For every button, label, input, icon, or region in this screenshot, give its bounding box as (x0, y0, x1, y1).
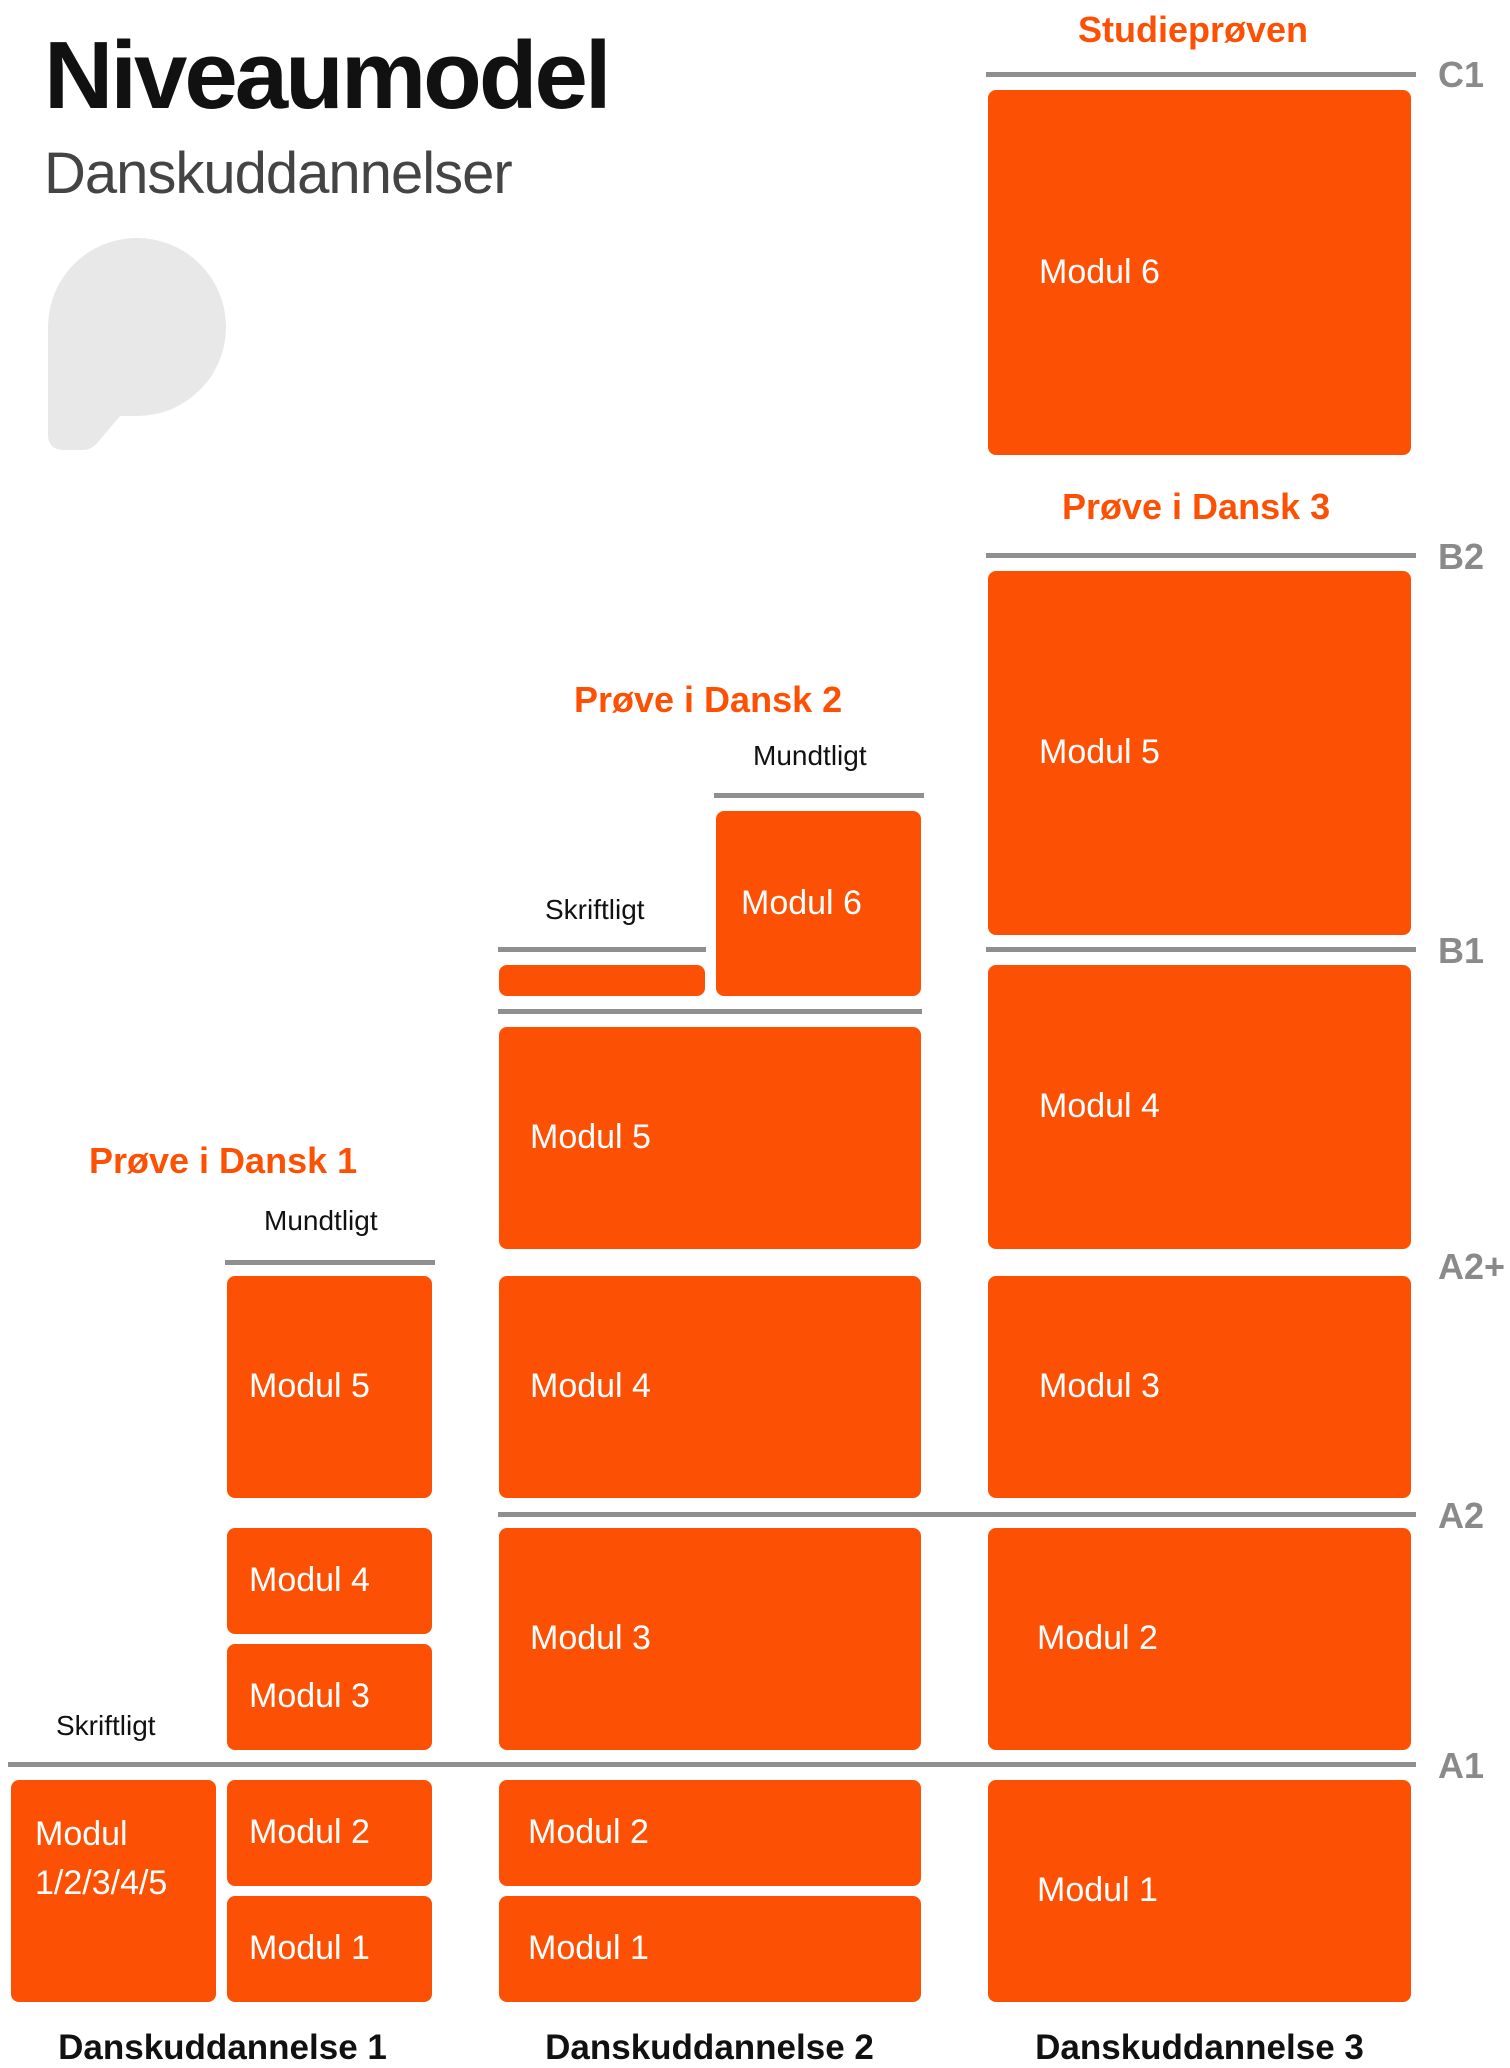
level-line-a2 (498, 1512, 1416, 1517)
du2-module-2: Modul 2 (499, 1780, 921, 1886)
du1-module-4-label: Modul 4 (249, 1561, 370, 1600)
level-label-a2plus: A2+ (1438, 1246, 1506, 1287)
level-line-b2 (986, 553, 1416, 558)
level-label-c1: C1 (1438, 54, 1485, 95)
level-label-b1: B1 (1438, 930, 1485, 971)
du2-module-6-label: Modul 6 (741, 883, 862, 922)
du1-module-1-label: Modul 1 (249, 1929, 370, 1968)
du3-module-3-label: Modul 3 (1039, 1367, 1160, 1406)
du3-module-2: Modul 2 (988, 1528, 1411, 1750)
du1-module-2: Modul 2 (227, 1780, 432, 1886)
du3-module-6-label: Modul 6 (1039, 252, 1160, 291)
du1-module-4: Modul 4 (227, 1528, 432, 1634)
du2-module-3: Modul 3 (499, 1528, 921, 1750)
du1-mundtligt-label: Mundtligt (264, 1205, 378, 1236)
level-line-c1 (986, 72, 1416, 77)
du3-module-3: Modul 3 (988, 1276, 1411, 1498)
du3-module-6: Modul 6 (988, 90, 1411, 455)
logo-icon (48, 238, 226, 450)
du3-module-5-label: Modul 5 (1039, 733, 1160, 772)
du2-module-4: Modul 4 (499, 1276, 921, 1498)
du2-module-4-label: Modul 4 (530, 1367, 651, 1406)
du1-module-5: Modul 5 (227, 1276, 432, 1498)
column-label-du2: Danskuddannelse 2 (545, 2028, 874, 2067)
page-title: Niveaumodel (44, 22, 612, 129)
du3-module-5: Modul 5 (988, 571, 1411, 935)
du3-module-1: Modul 1 (988, 1780, 1411, 2002)
du2-skriftligt-label: Skriftligt (545, 894, 645, 925)
du1-module-5-label: Modul 5 (249, 1367, 370, 1406)
du1-module-combined-line1: Modul (35, 1815, 128, 1853)
du3-module-2-label: Modul 2 (1037, 1619, 1158, 1658)
exam-dansk1: Prøve i Dansk 1 (89, 1140, 358, 1181)
level-line-a1 (8, 1762, 1416, 1767)
level-line-b1 (986, 947, 1416, 952)
du2-module-5: Modul 5 (499, 1027, 921, 1249)
du2-dansk2-line (498, 1009, 922, 1014)
du1-module-3-label: Modul 3 (249, 1677, 370, 1716)
du2-module-2-label: Modul 2 (528, 1813, 649, 1852)
exam-studieproven: Studieprøven (1078, 9, 1309, 50)
du1-module-combined: Modul 1/2/3/4/5 (11, 1780, 216, 2002)
du1-module-2-label: Modul 2 (249, 1813, 370, 1852)
column-label-du1: Danskuddannelse 1 (58, 2028, 387, 2067)
exam-dansk2: Prøve i Dansk 2 (574, 679, 843, 720)
du2-module-1: Modul 1 (499, 1896, 921, 2002)
level-label-b2: B2 (1438, 536, 1485, 577)
du1-skriftligt-label: Skriftligt (56, 1710, 156, 1741)
exam-dansk3: Prøve i Dansk 3 (1062, 486, 1331, 527)
du2-module-6: Modul 6 (716, 811, 921, 996)
page-subtitle: Danskuddannelser (44, 141, 513, 206)
du1-mundtligt-line (225, 1260, 435, 1265)
level-label-a2: A2 (1438, 1495, 1485, 1536)
du1-module-combined-line2: 1/2/3/4/5 (35, 1864, 168, 1903)
du3-module-4-label: Modul 4 (1039, 1087, 1160, 1126)
column-label-du3: Danskuddannelse 3 (1035, 2028, 1364, 2067)
du2-mundtligt-line (714, 793, 924, 798)
du1-module-1: Modul 1 (227, 1896, 432, 2002)
du2-module-5-label: Modul 5 (530, 1118, 651, 1157)
du2-mundtligt-label: Mundtligt (753, 740, 867, 771)
du2-skriftligt-block (499, 965, 705, 996)
du2-module-1-label: Modul 1 (528, 1929, 649, 1968)
du3-module-4: Modul 4 (988, 965, 1411, 1249)
du3-module-1-label: Modul 1 (1037, 1871, 1158, 1910)
level-label-a1: A1 (1438, 1745, 1485, 1786)
du1-module-3: Modul 3 (227, 1644, 432, 1750)
du2-module-3-label: Modul 3 (530, 1619, 651, 1658)
du2-skriftligt-line (498, 947, 706, 952)
